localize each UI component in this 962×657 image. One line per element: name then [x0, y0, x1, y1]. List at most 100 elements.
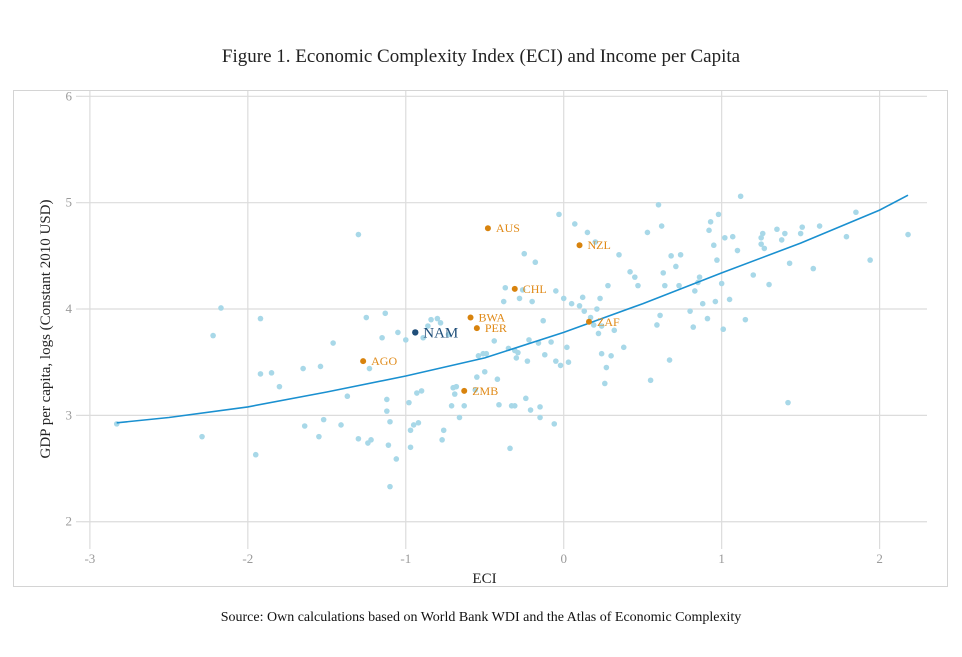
data-point [853, 209, 859, 216]
chart-title: Figure 1. Economic Complexity Index (ECI… [221, 46, 741, 67]
data-point [706, 227, 712, 234]
data-point [758, 234, 764, 241]
data-point [532, 259, 539, 266]
y-axis-label: GDP per capita, logs (Constant 2010 USD) [38, 199, 54, 458]
focus-point-group: NAM [412, 325, 458, 341]
x-tick-label: 1 [718, 551, 725, 566]
data-point [268, 370, 275, 376]
data-point [406, 399, 412, 406]
x-axis-ticks: -3 -2 -1 0 1 2 [84, 551, 882, 566]
data-point [718, 280, 725, 287]
data-point [387, 483, 393, 490]
data-point [210, 332, 216, 339]
data-point [620, 344, 627, 351]
data-point [759, 230, 766, 237]
data-point [355, 435, 362, 442]
data-point [758, 241, 764, 247]
highlight-point [576, 242, 583, 249]
highlight-point [461, 387, 468, 394]
data-point [252, 451, 259, 458]
data-point [428, 316, 434, 323]
data-point [608, 353, 614, 359]
data-point [707, 219, 714, 225]
data-point [677, 251, 684, 258]
data-point [611, 327, 618, 334]
data-point [445, 331, 452, 338]
highlight-point [511, 285, 518, 292]
data-point [785, 399, 791, 406]
focus-label: NAM [423, 325, 458, 341]
data-point [511, 403, 518, 409]
data-point [592, 239, 599, 245]
highlight-label: PER [485, 321, 507, 335]
data-point [720, 326, 727, 333]
data-point [529, 298, 535, 305]
data-point [595, 330, 602, 337]
data-point [440, 427, 447, 434]
data-point [317, 363, 324, 370]
data-point [782, 230, 788, 237]
data-point [524, 358, 531, 364]
data-point [481, 368, 488, 375]
data-point [712, 298, 719, 305]
data-point [778, 237, 785, 243]
data-point [729, 233, 736, 240]
x-tick-label: -2 [242, 551, 253, 566]
trend-line [116, 194, 909, 424]
data-point [368, 437, 374, 443]
highlight-point [360, 358, 367, 365]
highlight-label: NZL [588, 238, 611, 252]
data-point [750, 272, 757, 278]
x-tick-label: -1 [400, 551, 411, 566]
data-point [338, 422, 344, 428]
data-point [395, 329, 401, 336]
trend-line-group [116, 194, 909, 424]
y-tick-label: 5 [66, 195, 73, 210]
data-point [734, 247, 741, 254]
data-point [199, 433, 205, 440]
highlight-label: AUS [496, 221, 520, 235]
y-tick-label: 2 [66, 514, 73, 529]
y-axis-ticks: 2 3 4 5 6 [66, 91, 73, 529]
data-point [797, 230, 804, 237]
data-point [676, 282, 682, 289]
data-point [627, 269, 633, 275]
data-point [556, 211, 562, 218]
data-point [418, 388, 425, 394]
data-point [379, 334, 385, 341]
data-point [557, 362, 564, 369]
data-point [660, 270, 667, 276]
data-point [415, 420, 422, 426]
data-point [519, 287, 526, 293]
grid-lines [76, 91, 927, 549]
data-points [113, 193, 911, 490]
data-point [568, 300, 575, 307]
data-point [410, 422, 417, 428]
data-point [387, 418, 393, 425]
data-point [384, 396, 390, 403]
data-point [655, 201, 662, 208]
data-point [584, 229, 591, 236]
data-point [541, 351, 548, 358]
y-tick-label: 3 [66, 407, 73, 422]
data-point [715, 211, 722, 218]
data-point [472, 387, 479, 393]
data-point [662, 282, 668, 289]
data-point [407, 427, 414, 434]
data-point [867, 257, 873, 263]
data-point [521, 250, 528, 257]
x-tick-label: 2 [876, 551, 883, 566]
data-point [737, 193, 744, 200]
data-point [527, 407, 534, 413]
data-point [540, 317, 546, 324]
data-point [502, 284, 509, 291]
highlight-label: ZAF [597, 315, 620, 329]
data-point [537, 404, 543, 410]
highlight-point [484, 225, 491, 232]
data-point [632, 274, 638, 280]
data-point [603, 364, 610, 371]
data-point [300, 365, 306, 372]
data-point [320, 416, 327, 423]
data-point [385, 442, 392, 448]
